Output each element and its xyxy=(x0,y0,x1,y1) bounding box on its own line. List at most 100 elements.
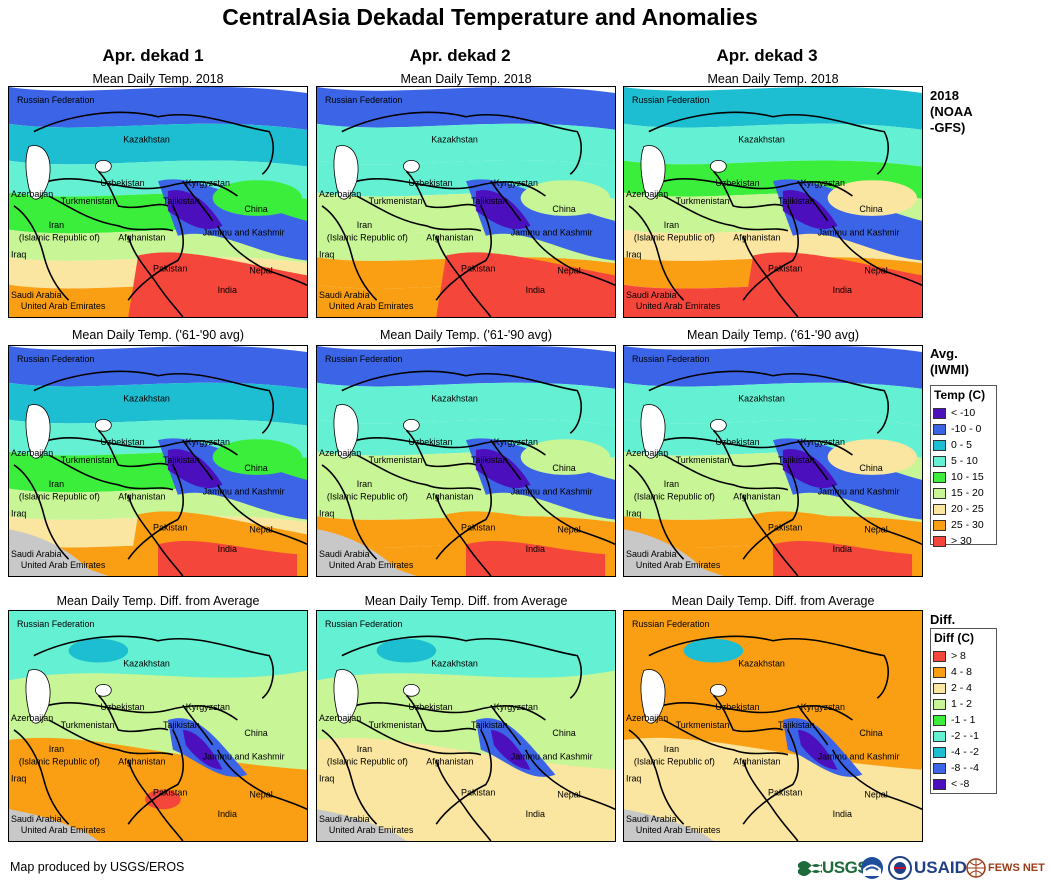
place-label-turkmenistan: Turkmenistan xyxy=(369,455,423,465)
caspian-sea xyxy=(25,145,51,200)
country-border xyxy=(13,205,70,301)
place-label-india: India xyxy=(218,285,237,295)
pamir-cold-region xyxy=(475,190,531,230)
country-border xyxy=(831,749,922,810)
aral-sea xyxy=(403,159,420,173)
map-caption: Mean Daily Temp. Diff. from Average xyxy=(364,594,568,608)
place-label-afghanistan: Afghanistan xyxy=(733,757,780,767)
country-border xyxy=(524,749,615,810)
place-label-iraq: Iraq xyxy=(319,774,334,784)
legend-swatch xyxy=(933,698,946,710)
country-border xyxy=(797,180,829,222)
place-label-kazakhstan: Kazakhstan xyxy=(123,135,170,145)
legend-label: -10 - 0 xyxy=(951,423,982,435)
place-label-azerbaijan: Azerbaijan xyxy=(319,189,361,199)
main-title: CentralAsia Dekadal Temperature and Anom… xyxy=(222,4,758,30)
temperature-band xyxy=(9,346,307,389)
legend-item: -1 - 1 xyxy=(931,712,996,728)
pamir-cold-region xyxy=(167,449,223,489)
map-caption: Mean Daily Temp. 2018 xyxy=(707,72,839,86)
column-title-dekad-1: Apr. dekad 1 xyxy=(102,46,204,65)
legend-swatch xyxy=(933,519,946,531)
legend-item: -2 - -1 xyxy=(931,728,996,744)
map-caption: Mean Daily Temp. ('61-'90 avg) xyxy=(72,328,244,342)
place-label-kyrgyzstan: Kyrgyzstan xyxy=(494,437,538,447)
place-label-azerbaijan: Azerbaijan xyxy=(319,713,361,723)
legend-label: < -8 xyxy=(951,778,970,790)
country-border xyxy=(712,429,784,468)
place-label-uae: United Arab Emirates xyxy=(21,301,106,311)
country-border xyxy=(341,635,582,699)
place-label-saudi: Saudi Arabia xyxy=(319,814,370,824)
place-label-india: India xyxy=(218,809,237,819)
kazakh-cool-anomaly xyxy=(376,638,437,663)
place-label-china: China xyxy=(859,728,882,738)
country-border xyxy=(182,704,214,746)
place-label-uae: United Arab Emirates xyxy=(636,560,721,570)
country-border xyxy=(490,704,522,746)
country-border xyxy=(356,454,482,491)
place-label-iran1: Iran xyxy=(357,220,372,230)
place-label-turkmenistan: Turkmenistan xyxy=(369,196,423,206)
place-label-iran1: Iran xyxy=(357,744,372,754)
place-label-jammu: Jammu and Kashmir xyxy=(511,752,593,762)
country-border xyxy=(321,205,378,301)
place-label-iran2: (Islamic Republic of) xyxy=(634,233,715,243)
noaa-seal-icon xyxy=(861,857,883,879)
mountain-strong-cool-anomaly xyxy=(797,729,838,770)
place-label-russia: Russian Federation xyxy=(17,95,94,105)
aral-sea xyxy=(95,159,112,173)
place-label-uzbekistan: Uzbekistan xyxy=(408,178,452,188)
legend-temperature: Temp (C) < -10 -10 - 0 0 - 5 5 - 10 10 - 15 1… xyxy=(930,385,997,547)
legend-label: 1 - 2 xyxy=(951,698,973,710)
country-border xyxy=(127,235,184,317)
legend-label: > 8 xyxy=(951,650,966,662)
place-label-uzbekistan: Uzbekistan xyxy=(715,178,759,188)
legend-item: 1 - 2 xyxy=(931,696,996,712)
place-label-china: China xyxy=(552,463,575,473)
place-label-russia: Russian Federation xyxy=(632,95,709,105)
country-border xyxy=(356,702,546,721)
legend-item: 15 - 20 xyxy=(931,485,996,501)
country-border xyxy=(628,729,685,825)
map-caption: Mean Daily Temp. Diff. from Average xyxy=(56,594,260,608)
place-label-pakistan: Pakistan xyxy=(153,522,187,532)
place-label-jammu: Jammu and Kashmir xyxy=(511,228,593,238)
place-label-india: India xyxy=(833,544,852,554)
country-border xyxy=(435,729,493,825)
legend-difference-title: Diff (C) xyxy=(934,631,974,645)
place-label-iran2: (Islamic Republic of) xyxy=(327,233,408,243)
legend-label: 4 - 8 xyxy=(951,666,973,678)
map-raster: Russian Federation Kazakhstan Uzbekistan Ky… xyxy=(624,611,922,841)
map-caption: Mean Daily Temp. 2018 xyxy=(400,72,532,86)
place-label-kazakhstan: Kazakhstan xyxy=(738,135,785,145)
kazakh-cool-anomaly xyxy=(683,638,744,663)
country-border xyxy=(712,170,784,209)
place-label-iran2: (Islamic Republic of) xyxy=(19,757,100,767)
mountain-strong-cool-anomaly xyxy=(182,729,223,770)
country-border xyxy=(127,759,184,841)
legend-swatch xyxy=(933,778,946,790)
country-border xyxy=(490,180,522,222)
country-border xyxy=(356,437,546,456)
country-border xyxy=(405,429,477,468)
country-border xyxy=(742,464,800,560)
place-label-kazakhstan: Kazakhstan xyxy=(738,659,785,669)
map-raster: Russian Federation Kazakhstan Uzbekistan Ky… xyxy=(317,346,615,576)
pamir-cold-region xyxy=(782,190,838,230)
temperature-band xyxy=(624,382,922,426)
country-border xyxy=(831,484,922,545)
country-border xyxy=(742,494,799,576)
temperature-band xyxy=(317,123,615,167)
country-border xyxy=(435,494,492,576)
map-raster: Russian Federation Kazakhstan Uzbekistan Ky… xyxy=(9,611,307,841)
place-label-india: India xyxy=(833,809,852,819)
place-label-turkmenistan: Turkmenistan xyxy=(676,196,730,206)
place-label-uae: United Arab Emirates xyxy=(329,825,414,835)
country-border xyxy=(48,437,238,456)
place-label-azerbaijan: Azerbaijan xyxy=(626,189,668,199)
place-label-jammu: Jammu and Kashmir xyxy=(203,487,285,497)
place-label-iraq: Iraq xyxy=(626,509,641,519)
temperature-band xyxy=(624,87,922,130)
place-label-india: India xyxy=(526,544,545,554)
